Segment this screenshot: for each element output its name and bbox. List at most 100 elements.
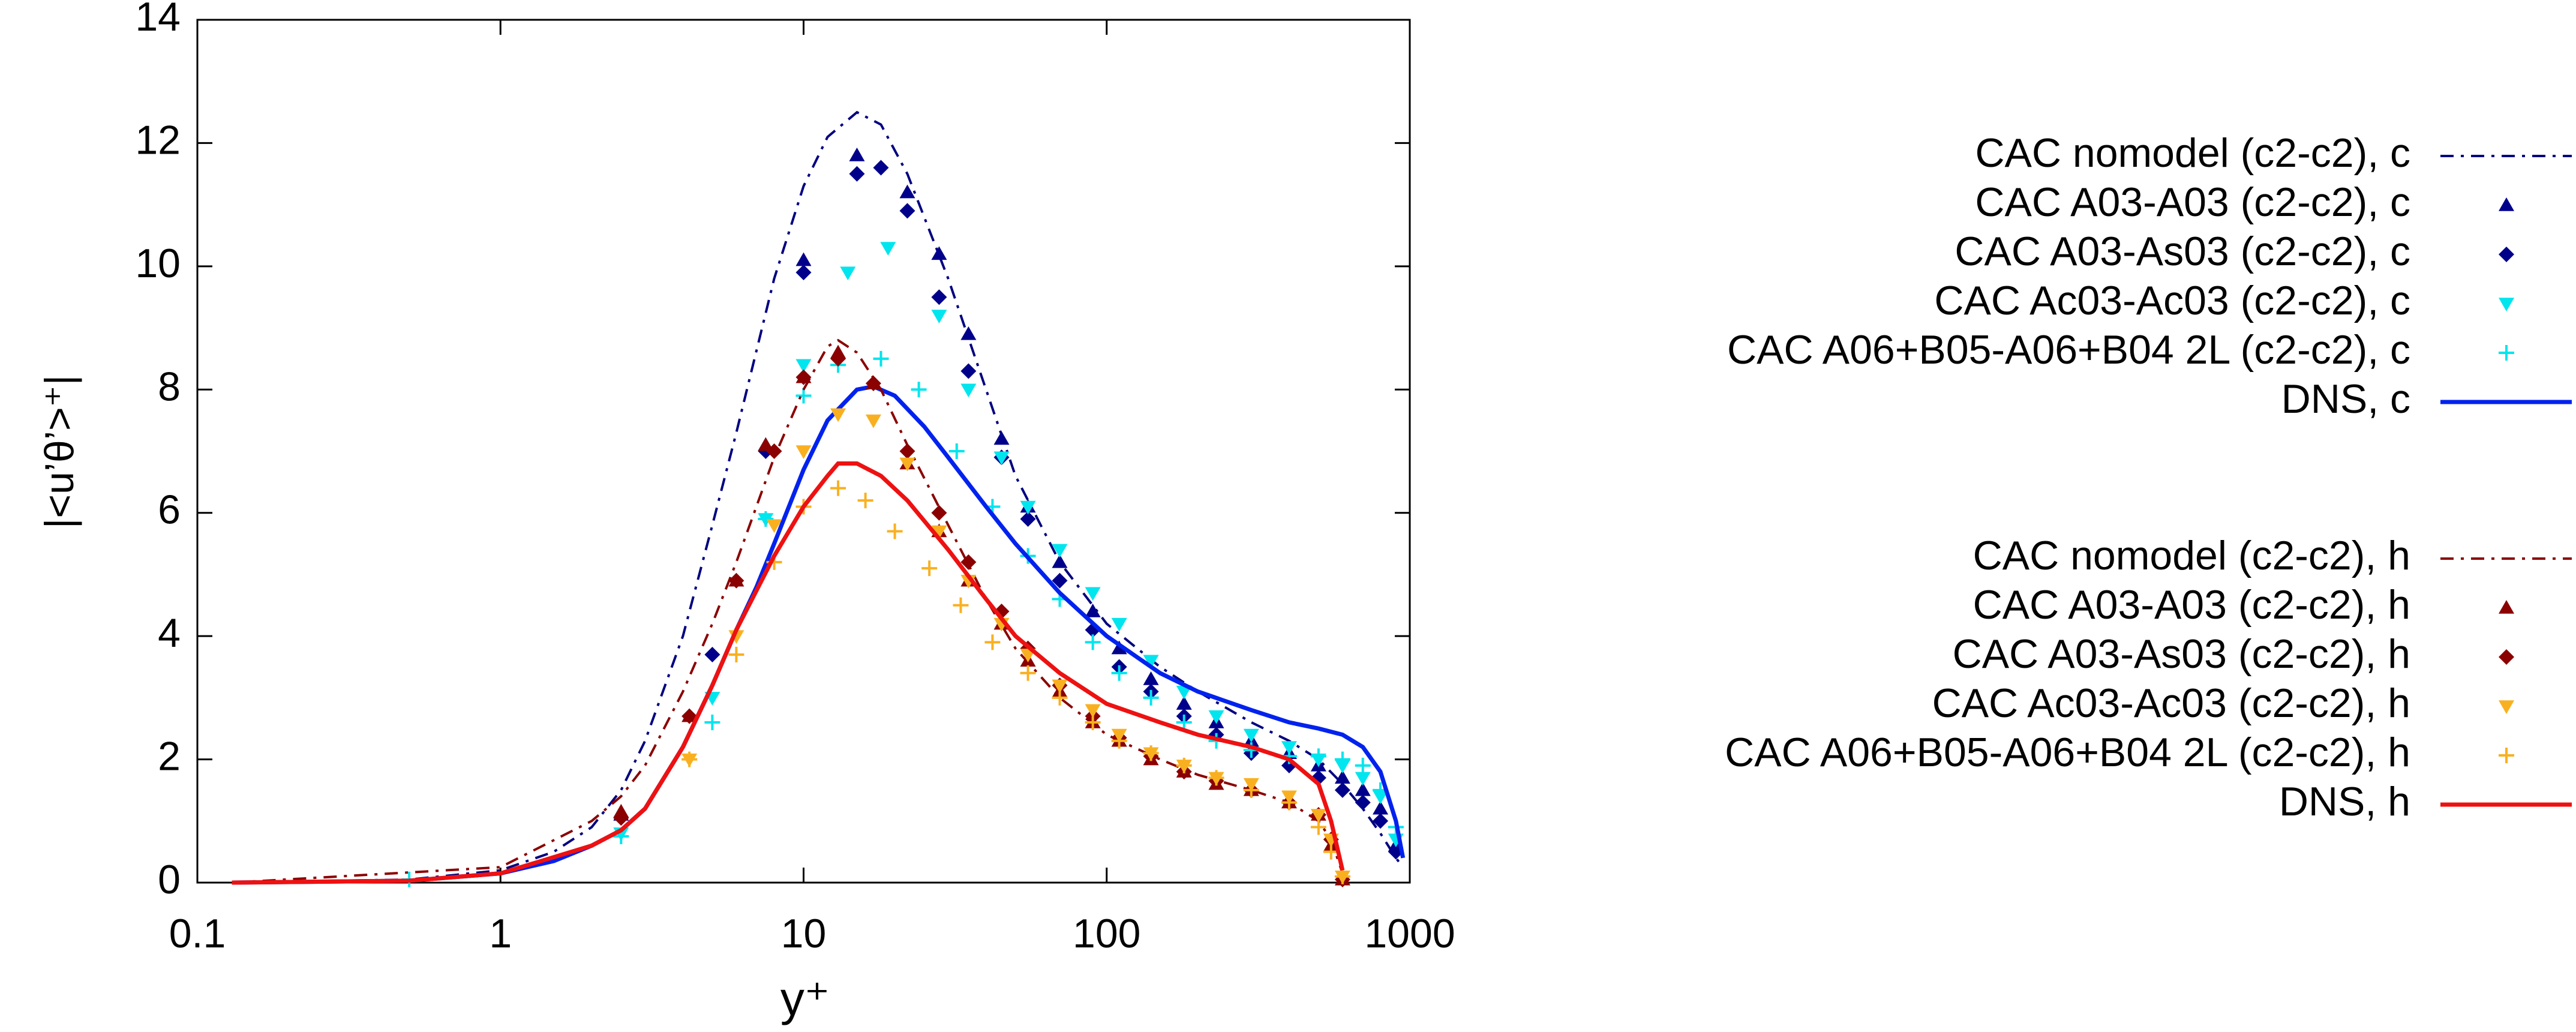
legend-label: CAC A03-As03 (c2-c2), c [1954,229,2410,274]
marker [758,511,774,527]
marker [1334,770,1350,784]
legend-label: DNS, h [2279,779,2410,824]
marker [1281,794,1297,811]
marker [1052,679,1068,694]
marker [1143,671,1159,685]
marker [704,646,720,662]
y-axis-label: |<u’θ’>⁺| [37,375,82,529]
y-tick-label: 4 [158,610,181,656]
marker [795,445,812,459]
marker [1176,696,1192,710]
marker [1334,751,1350,767]
marker [681,708,698,724]
marker [1020,511,1036,527]
marker [1355,772,1371,786]
legend-label: CAC Ac03-Ac03 (c2-c2), c [1934,278,2410,323]
marker [899,203,915,219]
legend-swatch [2499,247,2514,262]
x-tick-label: 100 [1073,911,1140,956]
marker [1052,544,1068,558]
marker [993,431,1010,445]
legend-swatch [2499,197,2514,211]
marker [1111,640,1127,655]
marker [1143,689,1159,706]
marker [931,310,947,324]
marker [795,265,812,281]
series-line [232,384,1406,885]
marker [873,350,889,367]
marker [1111,617,1127,632]
legend-label: CAC A06+B05-A06+B04 2L (c2-c2), c [1727,327,2410,373]
y-tick-label: 12 [135,117,181,163]
x-tick-label: 10 [781,911,827,956]
marker [1355,782,1371,796]
marker [1310,809,1326,823]
legend-label: CAC nomodel (c2-c2), c [1975,130,2410,176]
marker [1176,714,1192,730]
marker [1373,813,1389,829]
marker [795,252,812,266]
marker [1143,745,1159,761]
marker [1052,689,1068,706]
x-axis-label: y⁺ [780,972,830,1025]
legend-swatch [2499,649,2514,665]
series-line [232,461,1345,885]
marker [931,289,947,305]
marker [960,383,977,398]
marker [1085,704,1101,718]
legend-label: CAC A06+B05-A06+B04 2L (c2-c2), h [1725,730,2410,775]
marker [1208,770,1224,786]
legend-swatch [2499,298,2514,311]
marker [1052,554,1068,568]
legend-label: CAC nomodel (c2-c2), h [1973,533,2410,578]
marker [1020,665,1036,681]
marker [1143,655,1159,669]
x-tick-label: 1 [489,911,512,956]
marker [1020,500,1036,515]
marker [1052,572,1068,589]
marker [865,376,881,392]
marker [795,359,812,373]
marker [1085,587,1101,601]
marker [1111,665,1127,681]
marker [960,363,977,379]
legend-swatch [2499,600,2514,614]
marker [795,369,812,385]
legend-label: CAC A03-A03 (c2-c2), c [1975,179,2410,225]
x-tick-label: 1000 [1364,911,1455,956]
marker [953,597,969,613]
marker [1085,604,1101,617]
marker [830,480,846,496]
y-tick-label: 2 [158,734,181,779]
marker [1310,819,1326,835]
marker [728,646,744,662]
legend-swatch [2499,345,2514,361]
marker [921,560,938,577]
marker [849,166,865,182]
marker [1334,782,1350,798]
marker [613,810,629,826]
marker [758,437,774,451]
legend-swatch [2499,748,2514,763]
marker [880,242,896,256]
y-tick-label: 6 [158,487,181,533]
marker [899,443,915,459]
marker [1208,710,1224,724]
marker [857,493,873,509]
marker [931,525,947,539]
marker [1355,794,1371,811]
marker [1176,685,1192,700]
marker [931,246,947,260]
marker [887,523,903,539]
marker [1281,741,1297,755]
legend-label: CAC Ac03-Ac03 (c2-c2), h [1932,680,2410,726]
marker [795,388,812,404]
marker [1243,782,1259,798]
marker [1176,757,1192,773]
marker [840,266,856,281]
marker [984,634,1001,650]
y-tick-label: 14 [135,0,181,40]
marker [960,554,977,570]
y-tick-label: 0 [158,857,181,902]
